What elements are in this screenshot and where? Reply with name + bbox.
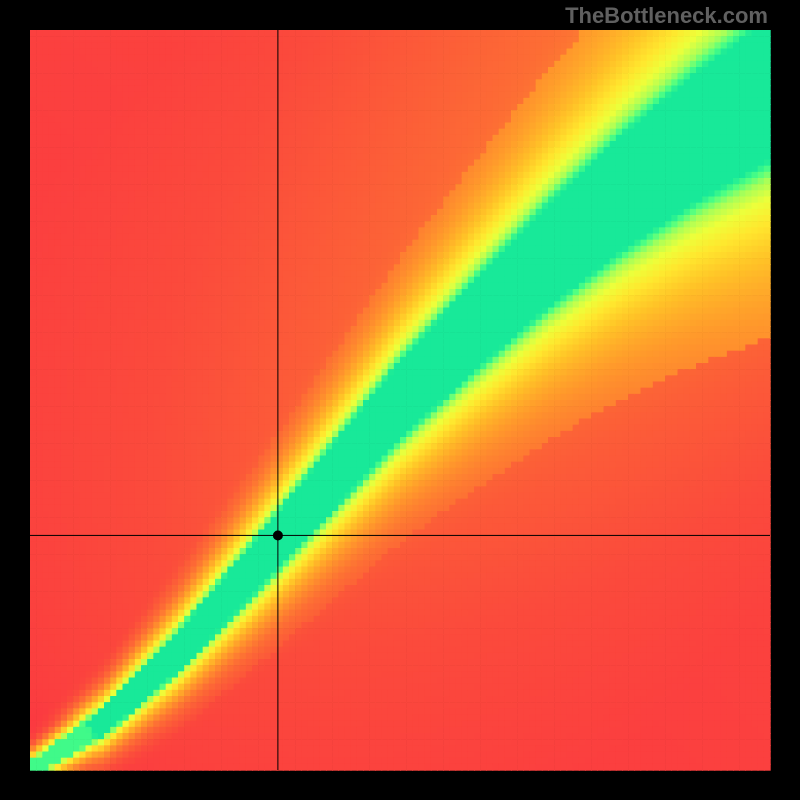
watermark-text: TheBottleneck.com	[565, 3, 768, 29]
chart-container: TheBottleneck.com	[0, 0, 800, 800]
heatmap-canvas	[0, 0, 800, 800]
